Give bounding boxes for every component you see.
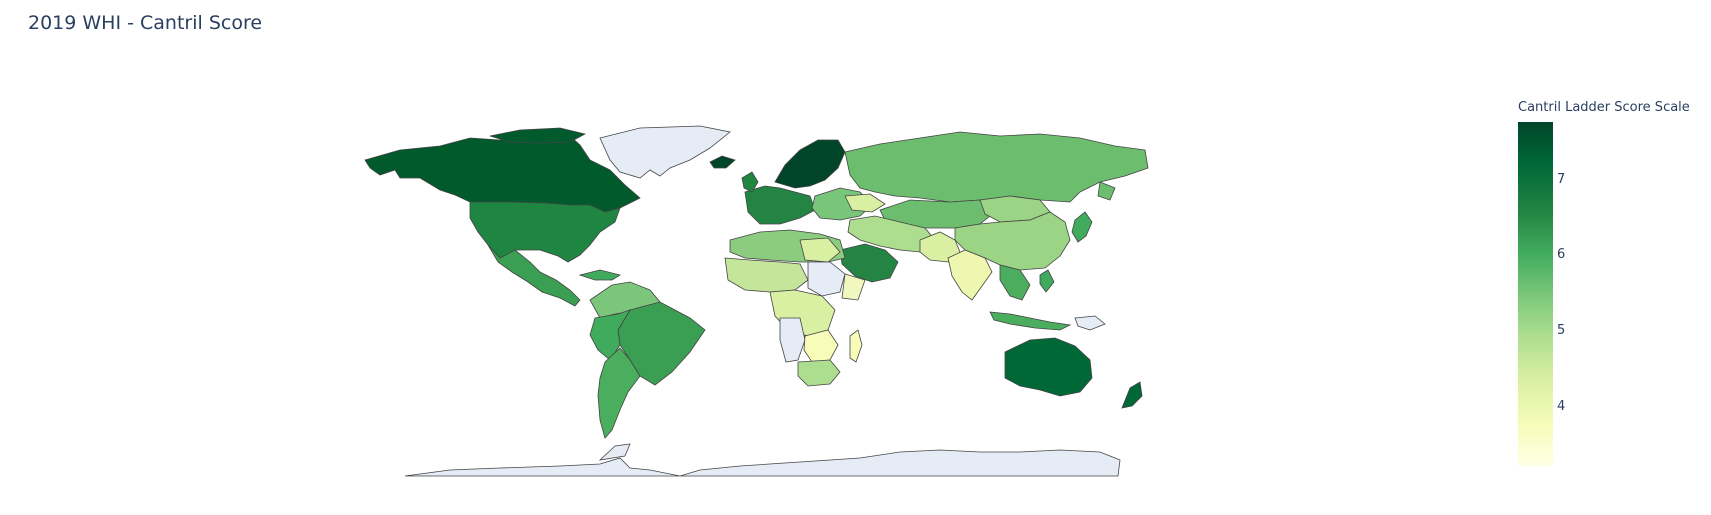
chart-title: 2019 WHI - Cantril Score	[28, 12, 263, 34]
region-antarctica[interactable]	[404, 449, 1121, 477]
region-iceland[interactable]	[709, 155, 736, 169]
region-arctic-islands[interactable]	[489, 127, 587, 144]
region-horn-of-africa[interactable]	[841, 273, 866, 301]
region-west-africa[interactable]	[724, 257, 809, 293]
region-uk[interactable]	[741, 171, 759, 193]
colorbar-title: Cantril Ladder Score Scale	[1518, 100, 1690, 115]
region-south-central-africa[interactable]	[803, 329, 839, 363]
region-saudi-arabia[interactable]	[839, 243, 899, 283]
region-new-zealand[interactable]	[1121, 381, 1143, 409]
region-southeast-asia[interactable]	[999, 264, 1031, 301]
region-russia[interactable]	[844, 131, 1149, 203]
colorbar-tick-6: 6	[1557, 247, 1566, 262]
region-nordics[interactable]	[774, 139, 846, 189]
region-papua-new-guinea[interactable]	[1074, 315, 1106, 331]
region-philippines[interactable]	[1039, 269, 1055, 293]
region-russia-far-east[interactable]	[1097, 181, 1116, 201]
region-andes[interactable]	[589, 309, 631, 361]
region-japan[interactable]	[1071, 211, 1093, 243]
region-congo[interactable]	[779, 317, 806, 363]
region-greenland[interactable]	[599, 125, 731, 179]
region-caribbean[interactable]	[578, 269, 622, 281]
colorbar-tick-7: 7	[1557, 172, 1566, 187]
region-indonesia[interactable]	[989, 311, 1072, 331]
region-antarctic-peninsula[interactable]	[598, 443, 631, 461]
region-ukraine[interactable]	[844, 193, 886, 213]
colorbar	[1518, 122, 1553, 466]
region-madagascar[interactable]	[849, 329, 863, 363]
region-egypt[interactable]	[799, 237, 841, 263]
region-east-africa[interactable]	[807, 261, 846, 297]
region-australia[interactable]	[1004, 337, 1093, 397]
colorbar-tick-5: 5	[1557, 323, 1566, 338]
region-western-europe[interactable]	[744, 185, 816, 225]
region-mexico[interactable]	[487, 244, 581, 307]
region-argentina[interactable]	[597, 347, 641, 439]
region-south-africa[interactable]	[797, 359, 841, 387]
region-canada[interactable]	[364, 133, 641, 213]
region-india[interactable]	[947, 249, 993, 301]
colorbar-tick-4: 4	[1557, 399, 1566, 414]
